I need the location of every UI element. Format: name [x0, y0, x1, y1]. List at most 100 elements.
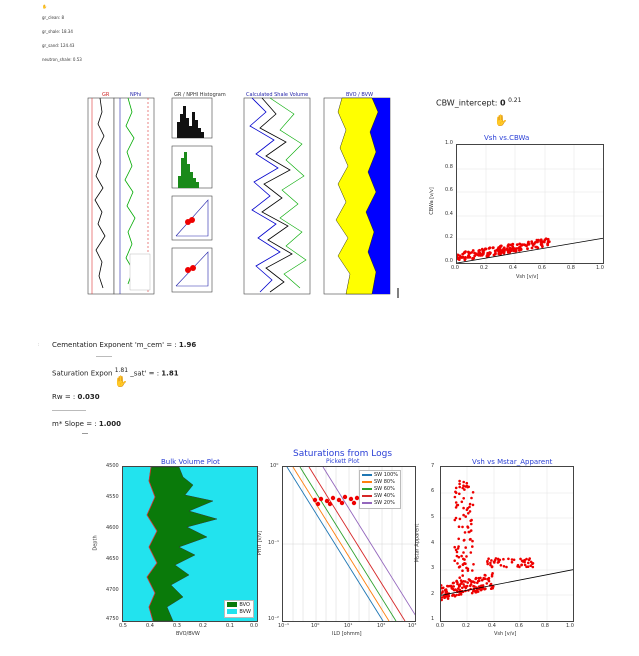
data-point — [502, 246, 506, 250]
pickett-xtick: 10⁰ — [311, 623, 320, 629]
data-point — [510, 558, 514, 561]
m-slope-value: 1.000 — [98, 420, 122, 428]
data-point — [529, 560, 533, 564]
n-sat-value: 1.81 — [161, 369, 179, 378]
data-point — [498, 245, 502, 249]
pickett-xtick: 10⁻¹ — [278, 623, 290, 629]
n-sat-widget[interactable]: Saturation Expon 1.81 _sat' = : 1.81 — [52, 367, 179, 377]
cbwa-xtick: 1.0 — [596, 265, 604, 271]
data-point — [508, 246, 512, 250]
data-point — [469, 537, 472, 541]
bv-xtick: 0.1 — [226, 623, 234, 629]
legend-label: SW 20% — [374, 500, 395, 506]
data-point — [469, 529, 473, 532]
rw-slider-track[interactable] — [52, 410, 86, 411]
legend-swatch — [227, 602, 238, 607]
data-point — [465, 481, 469, 485]
data-point — [511, 245, 515, 249]
data-point — [471, 503, 475, 507]
legend-label: BVW — [239, 609, 251, 615]
data-point — [461, 486, 464, 490]
data-point — [464, 256, 467, 259]
data-point — [507, 557, 510, 561]
m-cem-value: 1.96 — [178, 341, 197, 349]
m-cem-slider-track[interactable] — [96, 356, 112, 357]
cbwa-xtick: 0.8 — [567, 265, 575, 271]
data-point — [443, 596, 446, 599]
data-point — [469, 551, 473, 554]
data-point — [536, 240, 539, 244]
data-point — [519, 557, 522, 561]
legend-swatch — [362, 501, 372, 504]
param-neutron-shale: neutron_shale: 0.53 — [42, 57, 82, 62]
mstar-xtick: 0.6 — [515, 623, 523, 629]
data-point — [525, 565, 528, 569]
data-point — [468, 578, 472, 582]
m-slope-widget[interactable]: m* Slope = : 1.000 — [52, 420, 121, 428]
pickett-xlabel: ILD [ohmm] — [332, 631, 362, 637]
cbwa-ytick: 0.2 — [445, 234, 453, 240]
data-point — [442, 586, 445, 590]
legend-label: SW 100% — [374, 472, 399, 478]
param-gr-shale: gr_shale: 18.34 — [42, 29, 73, 34]
data-point — [512, 249, 515, 253]
data-point — [460, 500, 464, 504]
data-point — [454, 501, 458, 504]
mstar-xtick: 0.0 — [436, 623, 444, 629]
legend-label: SW 60% — [374, 486, 395, 492]
legend-entry: SW 20% — [362, 500, 398, 507]
cbwa-ylabel: CBWa [v/v] — [428, 187, 435, 215]
data-point — [539, 243, 543, 247]
data-point — [457, 593, 461, 596]
data-point — [470, 522, 473, 526]
data-point — [516, 563, 520, 567]
hand-cursor-icon: ✋ — [114, 375, 128, 388]
mstar-ytick: 6 — [431, 488, 435, 494]
m-cem-label: Cementation Exponent 'm_cem' = : — [52, 341, 177, 349]
legend-swatch — [362, 494, 372, 497]
data-point — [520, 243, 524, 247]
data-point — [458, 482, 461, 486]
data-point — [531, 565, 535, 569]
data-point — [515, 243, 519, 246]
cbw-intercept-label: CBW_intercept: 0 0.21 — [436, 97, 521, 108]
rw-widget[interactable]: Rw = : 0.030 — [52, 393, 100, 401]
data-point — [463, 488, 466, 491]
pickett-title: Pickett Plot — [326, 458, 360, 465]
data-point — [451, 594, 454, 597]
data-point — [468, 252, 471, 255]
bv-xtick: 0.3 — [173, 623, 181, 629]
data-point — [453, 545, 456, 549]
data-point — [486, 562, 489, 566]
pickett-ytick: 10⁰ — [270, 463, 279, 469]
mstar-ytick: 3 — [431, 565, 435, 571]
data-point — [462, 583, 465, 586]
data-point — [468, 502, 472, 506]
data-point — [453, 518, 457, 522]
data-point — [474, 577, 477, 581]
data-point — [459, 579, 463, 582]
mstar-xlabel: Vsh [v/v] — [494, 631, 517, 637]
m-cem-widget[interactable]: Cementation Exponent 'm_cem' = : 1.96 — [52, 341, 196, 349]
track-title-gr: GR — [102, 92, 110, 98]
data-point — [457, 555, 461, 559]
data-point — [446, 584, 450, 588]
data-point — [461, 569, 464, 572]
data-point — [458, 485, 461, 489]
data-point — [519, 248, 523, 251]
data-point — [471, 569, 474, 572]
data-point — [506, 251, 510, 254]
data-point — [530, 246, 534, 250]
data-point — [465, 555, 468, 558]
legend-entry: SW 100% — [362, 472, 398, 479]
data-point — [461, 252, 465, 256]
m-slope-slider-track[interactable] — [82, 433, 88, 434]
pickett-xtick: 10² — [377, 623, 386, 629]
data-point — [441, 590, 444, 593]
data-point — [455, 504, 459, 507]
pickett-ylabel: PHIT [v/v] — [257, 530, 264, 556]
data-point — [475, 590, 478, 594]
mstar-svg — [441, 467, 573, 621]
data-point — [466, 507, 469, 510]
data-point — [478, 251, 482, 255]
